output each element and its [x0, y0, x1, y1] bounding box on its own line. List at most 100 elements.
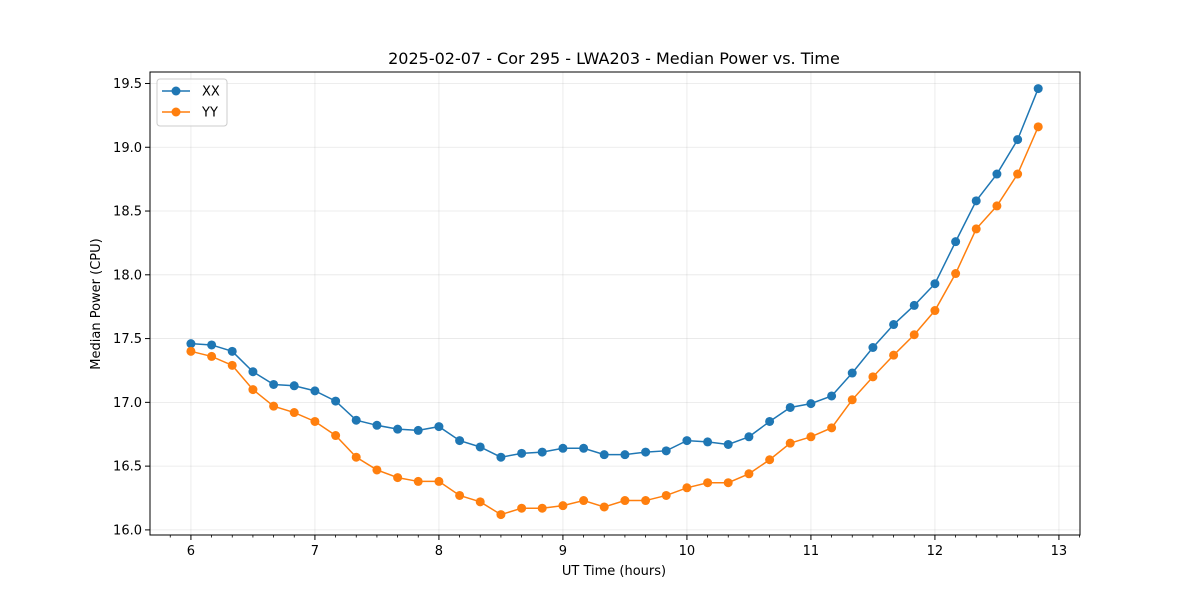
legend-marker — [171, 107, 181, 117]
data-point-xx — [703, 437, 713, 447]
data-point-xx — [971, 196, 981, 206]
y-axis-label: Median Power (CPU) — [89, 238, 104, 369]
data-point-yy — [558, 501, 568, 511]
data-point-yy — [331, 431, 341, 441]
data-point-yy — [393, 473, 403, 483]
data-point-yy — [661, 490, 671, 500]
x-tick-label: 10 — [679, 544, 696, 559]
data-point-yy — [889, 350, 899, 360]
data-point-xx — [641, 447, 651, 457]
data-point-xx — [909, 300, 919, 310]
data-point-xx — [496, 452, 506, 462]
data-point-xx — [930, 279, 940, 289]
data-point-yy — [455, 490, 465, 500]
data-point-xx — [331, 396, 341, 406]
data-point-xx — [744, 432, 754, 442]
legend: XX YY — [156, 78, 228, 127]
data-point-xx — [207, 340, 217, 350]
data-point-xx — [227, 346, 237, 356]
y-tick-label: 16.0 — [113, 523, 142, 538]
data-point-yy — [434, 476, 444, 486]
data-point-xx — [765, 416, 775, 426]
data-point-yy — [620, 496, 630, 506]
data-point-yy — [703, 478, 713, 488]
data-point-yy — [930, 306, 940, 316]
legend-entry-yy: YY — [162, 106, 218, 121]
data-point-yy — [310, 416, 320, 426]
data-point-yy — [269, 401, 279, 411]
y-tick-label: 19.0 — [113, 141, 142, 156]
legend-marker — [171, 86, 181, 96]
data-point-xx — [785, 402, 795, 412]
data-point-xx — [661, 446, 671, 456]
data-point-yy — [971, 224, 981, 234]
data-point-xx — [413, 425, 423, 435]
data-point-xx — [951, 237, 961, 247]
legend-label: XX — [202, 85, 220, 100]
data-point-yy — [1033, 122, 1043, 132]
data-point-yy — [517, 503, 527, 513]
data-point-xx — [868, 343, 878, 353]
y-tick-label: 18.0 — [113, 268, 142, 283]
data-point-xx — [558, 443, 568, 453]
y-tick-label: 18.5 — [113, 205, 142, 220]
data-point-xx — [434, 422, 444, 432]
data-point-xx — [537, 447, 547, 457]
data-point-yy — [186, 346, 196, 356]
y-tick-label: 19.5 — [113, 77, 142, 92]
data-point-xx — [351, 415, 361, 425]
data-point-yy — [951, 269, 961, 279]
series-yy — [186, 122, 1043, 520]
x-tick-label: 9 — [559, 544, 567, 559]
data-point-yy — [827, 423, 837, 433]
data-point-yy — [537, 503, 547, 513]
series-layer — [186, 84, 1043, 520]
chart-title: 2025-02-07 - Cor 295 - LWA203 - Median P… — [388, 49, 840, 68]
data-point-xx — [517, 448, 527, 458]
x-tick-label: 7 — [311, 544, 319, 559]
x-tick-label: 13 — [1051, 544, 1068, 559]
data-point-yy — [682, 483, 692, 493]
x-axis-label: UT Time (hours) — [562, 564, 666, 579]
data-point-yy — [1013, 169, 1023, 179]
data-point-xx — [827, 391, 837, 401]
x-tick-label: 11 — [803, 544, 820, 559]
data-point-yy — [227, 360, 237, 370]
legend-entry-xx: XX — [162, 85, 220, 100]
data-point-yy — [744, 469, 754, 479]
y-tick-label: 16.5 — [113, 460, 142, 475]
x-tick-label: 6 — [187, 544, 195, 559]
data-point-yy — [992, 201, 1002, 211]
data-point-xx — [847, 368, 857, 378]
x-tick-label: 8 — [435, 544, 443, 559]
x-tick-label: 12 — [927, 544, 944, 559]
data-point-yy — [599, 502, 609, 512]
data-point-yy — [413, 476, 423, 486]
data-point-xx — [723, 439, 733, 449]
axes: 6 7 8 9 10 11 12 13 16.0 16.5 17.0 17.5 18.0 18.5 19.0… — [113, 77, 1080, 559]
data-point-xx — [289, 381, 299, 391]
plot-frame — [149, 71, 1081, 536]
data-point-yy — [847, 395, 857, 405]
data-point-xx — [186, 339, 196, 349]
data-point-yy — [496, 510, 506, 520]
data-point-yy — [868, 372, 878, 382]
data-point-xx — [1033, 84, 1043, 94]
data-point-yy — [289, 408, 299, 418]
data-point-yy — [248, 385, 258, 395]
data-point-yy — [372, 465, 382, 475]
y-tick-label: 17.5 — [113, 332, 142, 347]
data-point-xx — [806, 399, 816, 409]
data-point-yy — [806, 432, 816, 442]
data-point-yy — [765, 455, 775, 465]
legend-label: YY — [201, 106, 218, 121]
data-point-xx — [310, 386, 320, 396]
data-point-xx — [372, 420, 382, 430]
data-point-xx — [579, 443, 589, 453]
data-point-xx — [599, 450, 609, 460]
data-point-xx — [248, 367, 258, 377]
data-point-xx — [682, 436, 692, 446]
data-point-xx — [455, 436, 465, 446]
data-point-xx — [992, 169, 1002, 179]
